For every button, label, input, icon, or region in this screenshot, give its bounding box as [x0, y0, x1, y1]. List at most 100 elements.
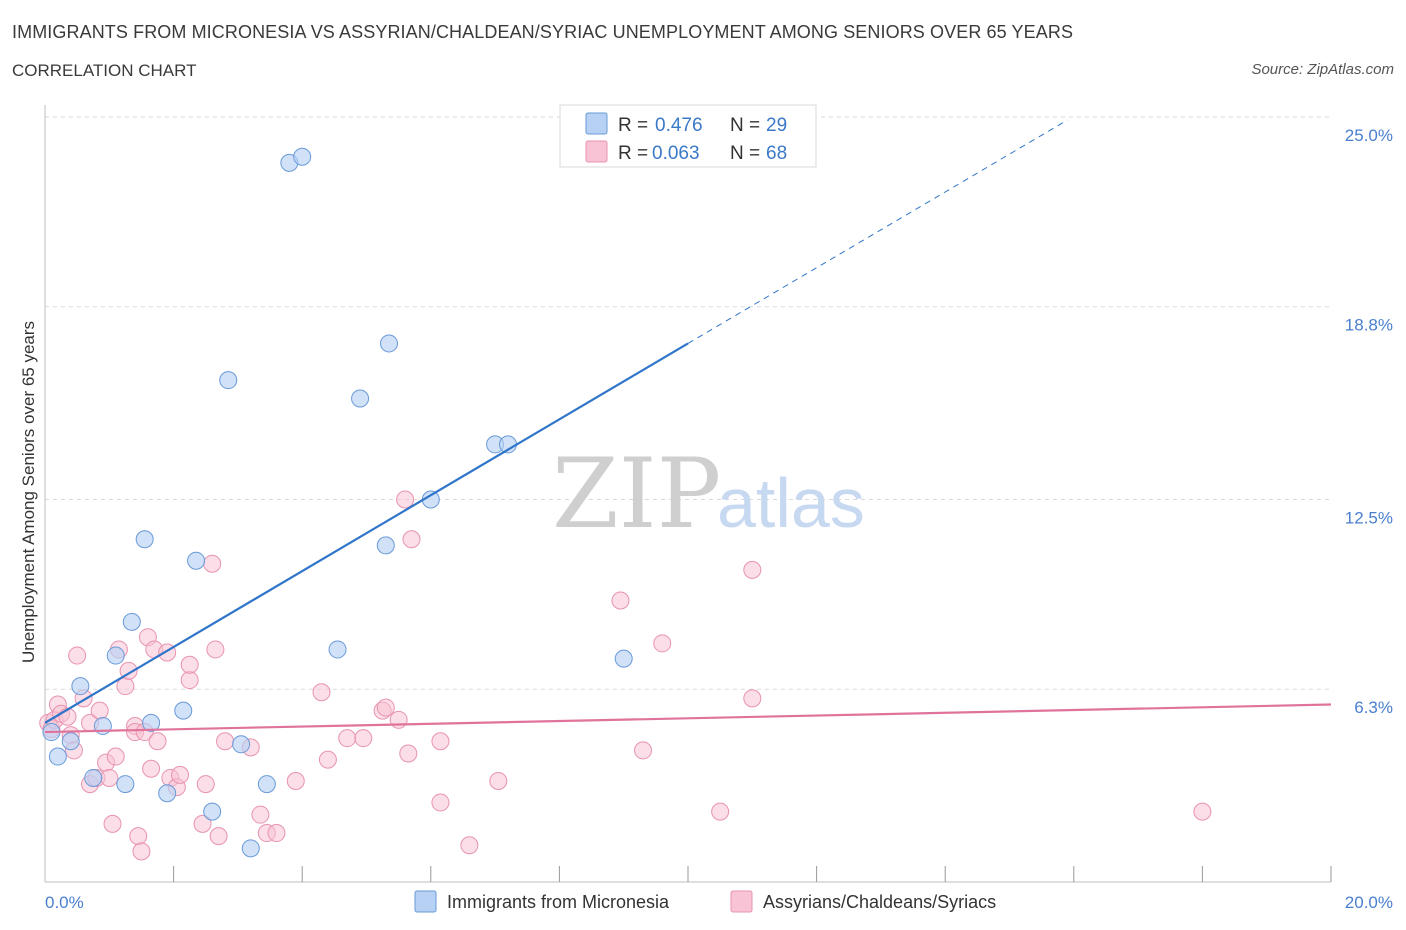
y-tick-label-0: 6.3% [1354, 698, 1393, 717]
point-assyrians-45 [267, 824, 286, 843]
trend-line-micronesia [44, 342, 689, 724]
trend-lines [44, 119, 1332, 734]
point-assyrians-33 [171, 765, 190, 784]
point-assyrians-38 [203, 554, 222, 573]
bottom-legend-label-micronesia: Immigrants from Micronesia [447, 892, 670, 912]
point-micronesia-23 [376, 536, 395, 555]
point-assyrians-62 [633, 741, 652, 760]
y-axis-title: Unemployment Among Seniors over 65 years [19, 321, 38, 663]
point-assyrians-61 [611, 591, 630, 610]
point-assyrians-52 [376, 698, 395, 717]
y-tick-labels: 6.3% 12.5% 18.8% 25.0% [1345, 126, 1393, 717]
point-assyrians-67 [1193, 802, 1212, 821]
point-micronesia-4 [84, 768, 103, 787]
legend-r-label-2: R = [618, 143, 648, 164]
point-assyrians-8 [68, 646, 87, 665]
legend-n-label-2: N = [730, 143, 760, 164]
point-micronesia-8 [122, 612, 141, 631]
bottom-legend-swatch-micronesia [414, 890, 437, 913]
point-assyrians-17 [106, 747, 125, 766]
point-assyrians-65 [743, 560, 762, 579]
point-micronesia-16 [232, 735, 251, 754]
point-assyrians-64 [711, 802, 730, 821]
legend-r-value-2: 0.063 [652, 143, 700, 164]
point-assyrians-37 [196, 775, 215, 794]
point-assyrians-23 [129, 827, 148, 846]
point-micronesia-20 [293, 147, 312, 166]
bottom-legend: Immigrants from Micronesia Assyrians/Cha… [414, 890, 996, 913]
point-assyrians-58 [431, 793, 450, 812]
point-micronesia-13 [187, 551, 206, 570]
trend-line-micronesia-extension [687, 119, 1068, 344]
trend-line-assyrians [44, 703, 1332, 734]
point-assyrians-49 [338, 729, 357, 748]
x-ticks [173, 866, 1332, 882]
point-micronesia-14 [203, 802, 222, 821]
point-assyrians-13 [90, 701, 109, 720]
point-assyrians-29 [148, 732, 167, 751]
point-assyrians-47 [312, 683, 331, 702]
point-assyrians-59 [460, 836, 479, 855]
x-tick-label-1: 20.0% [1345, 893, 1393, 912]
y-tick-label-3: 25.0% [1345, 126, 1393, 145]
point-assyrians-36 [193, 814, 212, 833]
point-assyrians-15 [100, 768, 119, 787]
point-assyrians-39 [206, 640, 225, 659]
watermark-atlas: atlas [717, 464, 865, 542]
point-micronesia-17 [241, 839, 260, 858]
legend-box: R = 0.476 N = 29 R = 0.063 N = 68 [559, 104, 817, 168]
point-micronesia-10 [142, 713, 161, 732]
y-tick-label-2: 18.8% [1345, 316, 1393, 335]
point-assyrians-63 [653, 634, 672, 653]
point-micronesia-9 [135, 530, 154, 549]
point-assyrians-24 [132, 842, 151, 861]
point-micronesia-3 [71, 677, 90, 696]
point-assyrians-54 [396, 490, 415, 509]
x-tick-label-0: 0.0% [45, 893, 84, 912]
point-micronesia-1 [48, 747, 67, 766]
source-label: Source: ZipAtlas.com [1251, 61, 1394, 78]
bottom-legend-swatch-assyrians [730, 890, 753, 913]
legend-swatch-micronesia [585, 112, 608, 135]
watermark: ZIP atlas [552, 438, 865, 550]
point-assyrians-35 [180, 655, 199, 674]
series-micronesia-points [42, 147, 633, 858]
y-tick-label-1: 12.5% [1345, 509, 1393, 528]
gridlines [45, 116, 1331, 690]
legend-swatch-assyrians [585, 140, 608, 163]
legend-n-label-1: N = [730, 115, 760, 136]
point-micronesia-6 [106, 646, 125, 665]
point-assyrians-27 [142, 759, 161, 778]
point-micronesia-15 [219, 371, 238, 390]
point-micronesia-12 [174, 701, 193, 720]
point-assyrians-50 [354, 729, 373, 748]
point-micronesia-2 [61, 732, 80, 751]
point-assyrians-41 [216, 732, 235, 751]
point-assyrians-66 [743, 689, 762, 708]
legend-n-value-1: 29 [766, 115, 787, 136]
point-assyrians-60 [489, 772, 508, 791]
point-assyrians-56 [402, 530, 421, 549]
legend-n-value-2: 68 [766, 143, 787, 164]
point-micronesia-22 [351, 389, 370, 408]
point-micronesia-28 [614, 649, 633, 668]
point-assyrians-46 [286, 772, 305, 791]
bottom-legend-label-assyrians: Assyrians/Chaldeans/Syriacs [763, 892, 996, 912]
point-micronesia-21 [328, 640, 347, 659]
point-assyrians-34 [180, 671, 199, 690]
x-tick-labels: 0.0% 20.0% [45, 893, 1393, 912]
point-micronesia-18 [257, 775, 276, 794]
legend-r-label-1: R = [618, 115, 648, 136]
watermark-zip: ZIP [552, 438, 721, 550]
point-assyrians-57 [431, 732, 450, 751]
point-assyrians-43 [251, 805, 270, 824]
chart-title: IMMIGRANTS FROM MICRONESIA VS ASSYRIAN/C… [12, 22, 1074, 42]
point-micronesia-11 [158, 784, 177, 803]
chart-subtitle: CORRELATION CHART [12, 61, 197, 80]
point-assyrians-55 [399, 744, 418, 763]
point-assyrians-48 [318, 750, 337, 769]
point-assyrians-40 [209, 827, 228, 846]
point-assyrians-16 [103, 814, 122, 833]
legend-r-value-1: 0.476 [655, 115, 703, 136]
point-micronesia-24 [380, 334, 399, 353]
